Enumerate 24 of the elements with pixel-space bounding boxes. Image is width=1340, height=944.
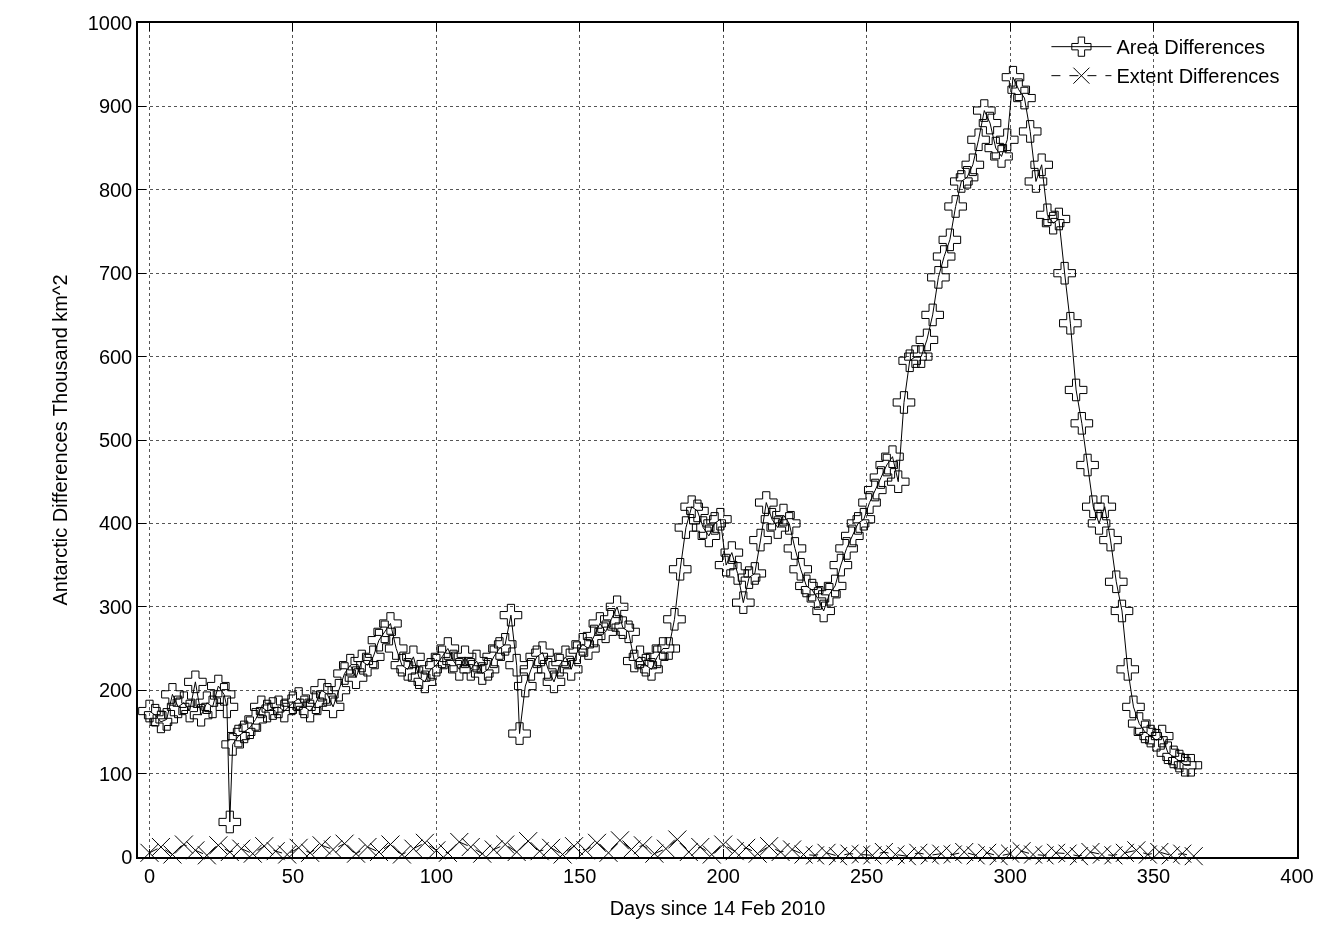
x-tick-label: 250 (849, 864, 884, 887)
y-tick-label: 0 (121, 846, 133, 868)
x-tick-label: 200 (706, 864, 740, 887)
y-tick-label: 100 (98, 762, 133, 785)
legend-label: Area Differences (1116, 36, 1265, 59)
y-tick-label: 800 (98, 178, 133, 201)
y-tick-label: 200 (98, 679, 133, 702)
y-tick-label: 300 (98, 595, 133, 618)
y-tick-label: 400 (98, 512, 133, 535)
x-tick-label: 350 (1136, 864, 1171, 887)
y-tick-label: 1000 (87, 12, 133, 34)
x-axis-title: Days since 14 Feb 2010 (609, 896, 826, 919)
y-tick-label: 600 (98, 345, 133, 368)
y-tick-label: 900 (98, 95, 133, 118)
x-tick-label: 0 (143, 864, 156, 887)
x-tick-label: 100 (419, 864, 454, 887)
y-tick-label: 500 (98, 429, 133, 451)
legend-label: Extent Differences (1116, 65, 1280, 88)
y-tick-label: 700 (98, 262, 133, 285)
x-tick-label: 50 (281, 864, 305, 887)
y-axis-title: Antarctic Differences Thousand km^2 (48, 274, 71, 606)
x-tick-label: 400 (1280, 864, 1314, 887)
x-tick-label: 300 (993, 864, 1027, 887)
x-tick-label: 150 (563, 864, 597, 887)
